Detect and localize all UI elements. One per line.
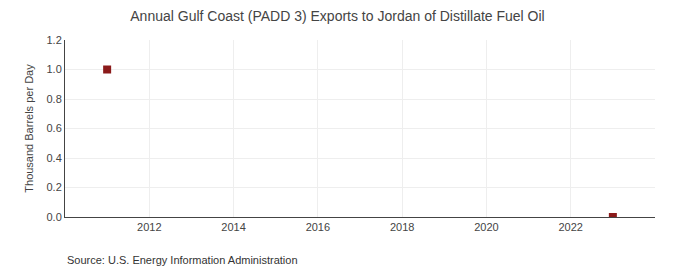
svg-text:0.2: 0.2 [47,181,62,193]
svg-text:0.8: 0.8 [47,93,62,105]
svg-text:1.0: 1.0 [47,63,62,75]
svg-text:Annual Gulf Coast (PADD 3) Exp: Annual Gulf Coast (PADD 3) Exports to Jo… [130,8,544,24]
svg-text:0.0: 0.0 [47,211,62,223]
svg-text:2018: 2018 [390,221,414,233]
svg-text:0.6: 0.6 [47,122,62,134]
svg-text:Thousand Barrels per Day: Thousand Barrels per Day [23,64,35,193]
svg-text:2020: 2020 [474,221,498,233]
svg-text:0.4: 0.4 [47,152,62,164]
svg-text:2016: 2016 [306,221,330,233]
svg-text:2012: 2012 [137,221,161,233]
svg-text:2014: 2014 [221,221,245,233]
svg-text:1.2: 1.2 [47,34,62,46]
svg-text:Source: U.S. Energy Informatio: Source: U.S. Energy Information Administ… [67,254,298,266]
svg-text:2022: 2022 [558,221,582,233]
